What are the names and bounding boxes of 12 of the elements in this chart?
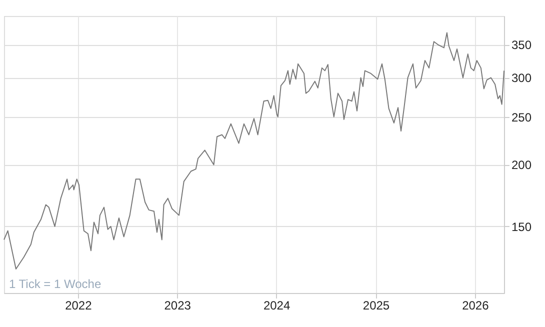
y-tick-label: 150 (512, 220, 532, 234)
x-tick-label: 2026 (462, 298, 490, 312)
annotation: 1 Tick = 1 Woche (9, 277, 102, 291)
x-tick-label: 2022 (65, 298, 92, 312)
x-tick-label: 2024 (263, 298, 290, 312)
y-tick-label: 200 (512, 158, 532, 172)
y-tick-label: 300 (512, 71, 532, 86)
x-tick-label: 2023 (164, 298, 192, 312)
line-series (4, 32, 504, 270)
x-tick-label: 2025 (362, 298, 390, 312)
y-tick-label: 350 (512, 38, 532, 52)
y-tick-label: 250 (512, 110, 532, 124)
